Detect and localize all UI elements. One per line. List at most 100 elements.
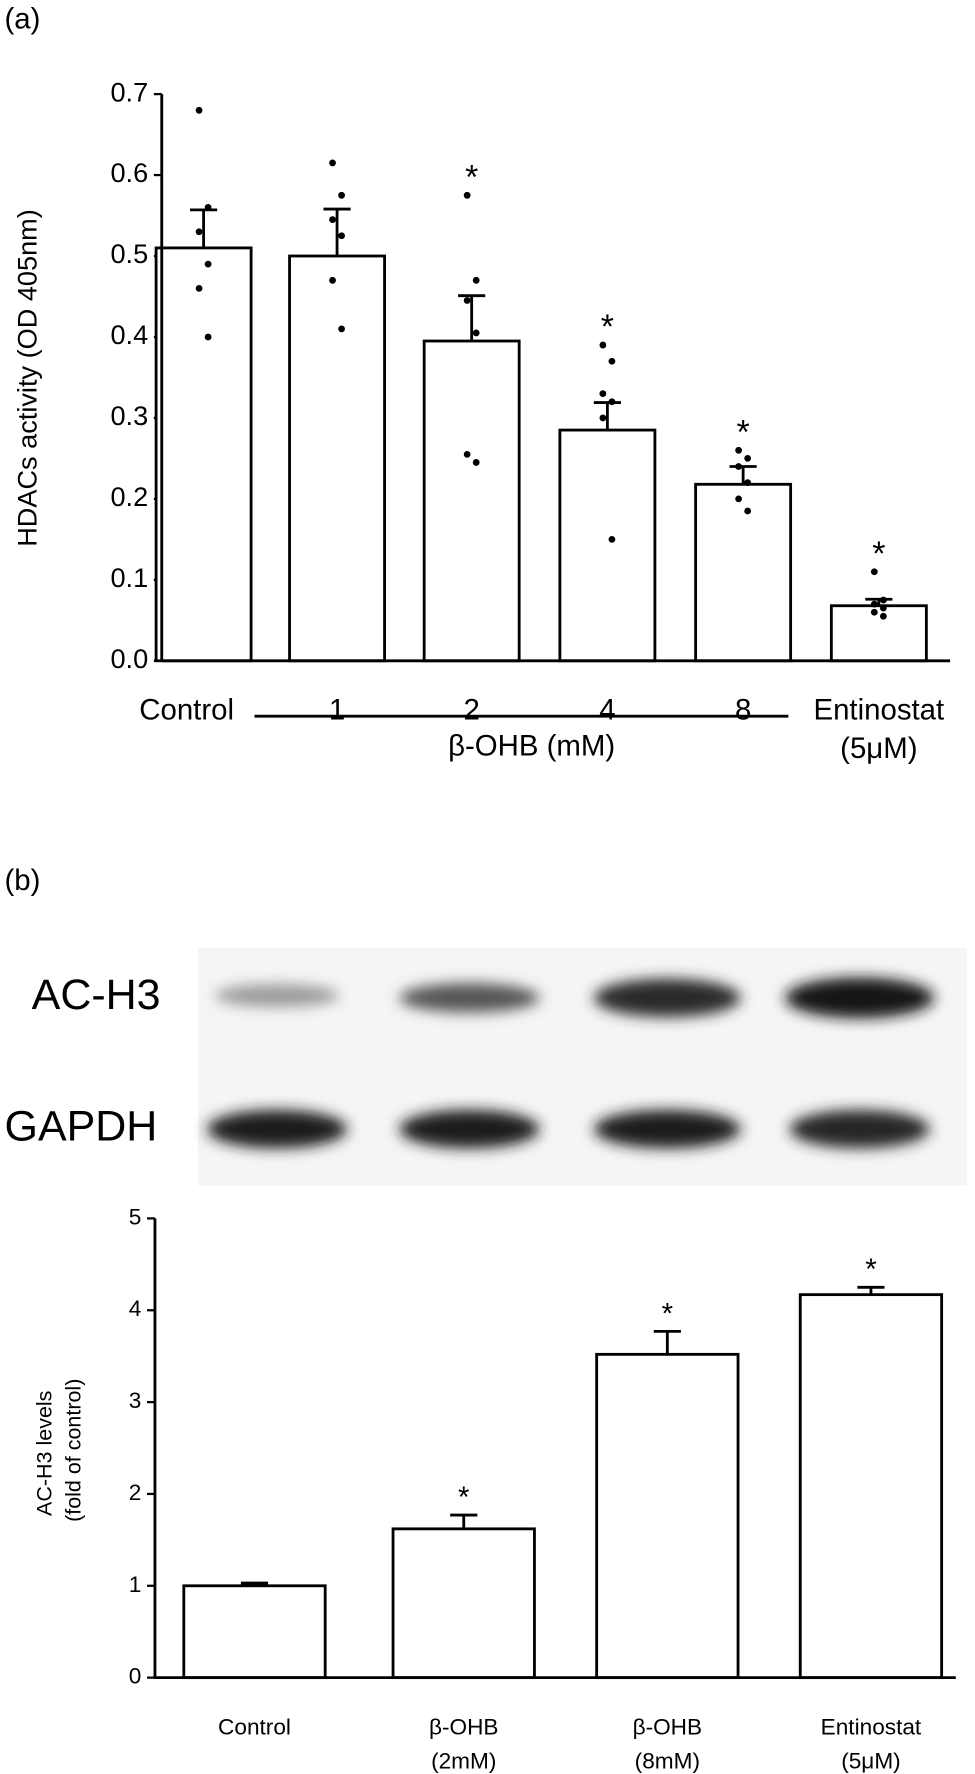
data-point [608, 357, 616, 365]
error-bar [190, 208, 218, 248]
y-tick-label: 0.4 [110, 319, 148, 350]
x-tick-label: Control [218, 1715, 291, 1740]
significance-label: * [872, 535, 885, 573]
y-tick-label: 0.6 [110, 157, 148, 188]
error-bar [240, 1581, 269, 1586]
x-tick-label: 4 [599, 693, 615, 726]
x-tick-label-line: β-OHB [633, 1715, 703, 1740]
significance-label: * [737, 413, 750, 451]
error-bar [653, 1329, 681, 1355]
data-point [870, 568, 878, 576]
error-bar [450, 1513, 478, 1529]
data-point [599, 390, 607, 398]
error-bar [865, 597, 893, 606]
data-point [472, 276, 480, 284]
data-point [195, 106, 203, 114]
data-point [870, 600, 878, 608]
bar [558, 428, 657, 663]
panel-label: (b) [5, 864, 41, 897]
y-tick-label: 2 [129, 1480, 142, 1505]
data-point [204, 204, 212, 211]
x-tick-label: 2 [463, 693, 479, 726]
data-point [599, 414, 607, 422]
blot-label: GAPDH [5, 1102, 158, 1150]
western-blot [197, 948, 968, 1186]
data-point [744, 455, 752, 462]
x-tick-label: Control [139, 693, 234, 726]
bar [154, 246, 253, 663]
y-tick-label: 0 [129, 1664, 142, 1689]
y-axis-title-line: AC-H3 levels [32, 1391, 56, 1516]
significance-label: * [662, 1297, 673, 1330]
significance-label: * [465, 158, 478, 196]
data-point [195, 285, 203, 292]
significance-label: * [601, 308, 614, 346]
data-point [735, 446, 742, 454]
bar [829, 604, 928, 663]
data-point [735, 495, 742, 503]
bar [694, 482, 793, 663]
data-point [744, 507, 752, 515]
data-point [463, 191, 471, 199]
x-tick-label: Entinostat (5μM) [821, 1715, 922, 1774]
bar [798, 1293, 944, 1680]
data-point [329, 276, 336, 284]
x-tick-label: 1 [329, 693, 345, 726]
data-point [735, 463, 742, 470]
y-tick-label: 0.5 [110, 238, 148, 269]
data-point [472, 459, 480, 466]
x-tick-label-line: Entinostat [813, 693, 944, 726]
y-axis-title-line: (fold of control) [61, 1379, 85, 1522]
y-tick-label: 0.1 [110, 562, 148, 593]
significance-label: * [865, 1253, 876, 1286]
bar [182, 1584, 327, 1680]
x-tick-label: β-OHB (8mM) [633, 1715, 703, 1774]
significance-label: * [458, 1481, 469, 1514]
x-tick-label: 8 [735, 693, 751, 726]
bar [391, 1527, 536, 1680]
y-axis-title: HDACs activity (OD 405nm) [12, 209, 43, 547]
blot-label: AC-H3 [32, 971, 161, 1019]
y-tick-label: 5 [129, 1204, 142, 1229]
data-point [608, 398, 616, 406]
data-point [329, 216, 336, 223]
data-point [463, 297, 471, 304]
data-point [599, 341, 607, 349]
x-tick-label-line: (2mM) [431, 1748, 496, 1773]
data-point [204, 260, 212, 268]
x-tick-label-line: Entinostat [821, 1715, 922, 1740]
y-tick-label: 0.2 [110, 481, 148, 512]
y-tick-label: 4 [129, 1296, 142, 1321]
y-tick-label: 1 [129, 1572, 142, 1597]
data-point [472, 329, 480, 337]
bar [288, 254, 386, 663]
error-bar [857, 1285, 885, 1295]
data-point [879, 596, 887, 604]
data-point [195, 228, 203, 236]
data-point [204, 333, 212, 341]
x-tick-label-line: (5μM) [841, 1748, 901, 1773]
data-point [329, 159, 336, 167]
data-point [338, 325, 345, 333]
x-tick-label: Entinostat (5μM) [813, 693, 944, 764]
data-point [870, 608, 878, 616]
data-point [879, 612, 887, 620]
error-bar [593, 401, 621, 431]
bar [595, 1352, 740, 1680]
x-tick-label-line: β-OHB [429, 1715, 499, 1740]
error-bar [323, 207, 351, 257]
group-label: β-OHB (mM) [448, 730, 615, 763]
x-tick-label-line: (8mM) [635, 1748, 700, 1773]
error-bar [729, 465, 757, 485]
bar [422, 339, 521, 663]
panel-label: (a) [5, 2, 41, 35]
data-point [338, 232, 345, 240]
data-point [338, 191, 345, 199]
y-tick-label: 3 [129, 1388, 142, 1413]
data-point [608, 535, 616, 543]
data-point [463, 450, 471, 458]
x-tick-label-line: (5μM) [840, 732, 917, 765]
data-point [879, 604, 887, 612]
y-axis-title: AC-H3 levels (fold of control) [32, 1379, 85, 1522]
